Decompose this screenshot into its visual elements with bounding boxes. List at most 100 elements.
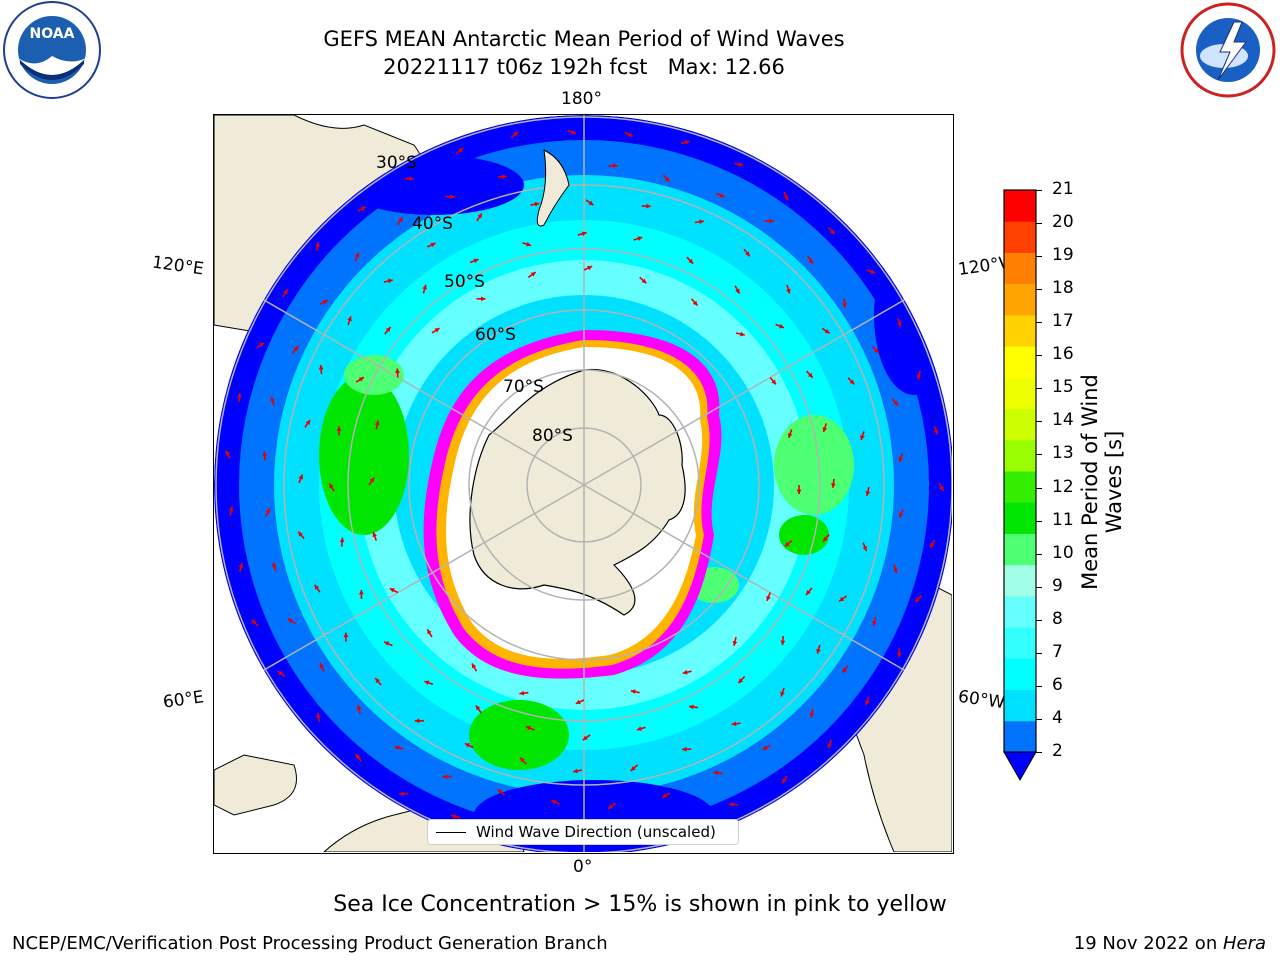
wave-patch-pacific [774, 415, 854, 515]
wave-direction-arrowhead [692, 300, 698, 306]
colorbar-tick [1036, 685, 1042, 687]
wave-direction-arrowhead [358, 377, 364, 382]
colorbar-band [1004, 252, 1036, 285]
wave-direction-arrowhead [808, 258, 813, 264]
wave-direction-arrowhead [450, 194, 455, 200]
colorbar-tick-label: 6 [1052, 674, 1063, 695]
wave-patch-indian-2 [344, 355, 404, 395]
wave-direction-arrowhead [471, 663, 477, 669]
colorbar-tick [1036, 289, 1042, 291]
colorbar-band [1004, 408, 1036, 441]
wave-direction-arrowhead [862, 546, 868, 552]
wave-direction-arrowhead [872, 621, 877, 626]
colorbar-tick-label: 14 [1052, 410, 1074, 431]
wave-direction-arrowhead [842, 667, 848, 673]
wave-direction-arrowhead [228, 506, 234, 512]
antarctica-land [469, 368, 686, 616]
wave-direction-arrowhead [719, 193, 725, 198]
colorbar-svg [1003, 189, 1037, 782]
colorbar-tick-label: 2 [1052, 741, 1063, 761]
colorbar-band [1004, 377, 1036, 410]
wave-direction-arrowhead [780, 691, 785, 697]
wave-direction-arrowhead [513, 131, 519, 137]
chart-title: GEFS MEAN Antarctic Mean Period of Wind … [323, 27, 845, 51]
wave-direction-arrowhead [684, 140, 690, 145]
wave-direction-arrowhead [636, 726, 642, 731]
wave-direction-arrowhead [318, 365, 324, 370]
wave-direction-arrowhead [298, 474, 303, 480]
wave-direction-arrowhead [822, 427, 828, 432]
wave-direction-arrowhead [735, 288, 740, 294]
wave-direction-arrowhead [399, 791, 404, 797]
map-legend: Wind Wave Direction (unscaled) [427, 819, 739, 845]
map-frame: 30°S 40°S 50°S 60°S 70°S 80°S Wind Wave … [213, 114, 954, 854]
wave-direction-arrowhead [385, 327, 391, 332]
wave-direction-arrowhead [356, 704, 362, 710]
wave-direction-arrowhead [473, 258, 479, 264]
colorbar-tick [1036, 619, 1042, 621]
wave-direction-arrowhead [898, 457, 904, 463]
lat-label-60s: 60°S [475, 325, 516, 345]
colorbar-tick [1036, 388, 1042, 390]
colorbar-tick [1036, 718, 1042, 720]
wave-direction-arrowhead [842, 303, 847, 308]
lon-label-0: 0° [573, 857, 593, 877]
wave-direction-arrowhead [915, 597, 921, 603]
machine-name: Hera [1222, 933, 1266, 954]
colorbar-tick [1036, 190, 1042, 191]
wave-direction-arrowhead [395, 368, 400, 374]
wave-direction-arrowhead [251, 619, 257, 625]
wave-direction-arrowhead [689, 704, 694, 710]
wave-direction-arrowhead [778, 323, 784, 329]
wave-direction-arrowhead [430, 242, 436, 248]
lat-label-80s: 80°S [532, 426, 573, 446]
wave-direction-arrowhead [807, 372, 813, 378]
wave-direction-arrowhead [916, 374, 922, 380]
colorbar-tick-label: 8 [1052, 608, 1063, 629]
wave-direction-arrowhead [571, 129, 577, 135]
colorbar-outline [1003, 189, 1037, 753]
wave-direction-arrowhead [933, 429, 939, 435]
wave-patch-pacific-2 [779, 515, 829, 555]
wave-direction-arrowhead [414, 718, 420, 724]
wave-patch-indian [319, 375, 409, 535]
colorbar-band [1004, 595, 1036, 628]
wave-direction-arrowhead [783, 195, 789, 201]
wave-patch-south [469, 700, 569, 770]
colorbar-band [1004, 720, 1036, 753]
wave-direction-arrowhead [831, 483, 836, 488]
wave-direction-arrowhead [769, 218, 774, 224]
wave-direction-arrowhead [573, 768, 578, 774]
date-text: 19 Nov 2022 on [1073, 933, 1223, 954]
wave-direction-arrowhead [849, 379, 855, 385]
wave-direction-arrowhead [637, 236, 643, 241]
wave-direction-arrowhead [787, 432, 793, 438]
new-zealand-land [536, 149, 570, 227]
wave-direction-arrowhead [520, 757, 525, 763]
wave-direction-arrowhead [458, 148, 464, 153]
colorbar-tick-label: 11 [1052, 509, 1074, 530]
lon-label-60e: 60°E [161, 687, 206, 713]
wave-direction-arrowhead [662, 793, 668, 798]
colorbar-tick-label: 18 [1052, 278, 1074, 299]
wave-direction-arrowhead [526, 241, 531, 247]
colorbar-tick-label: 19 [1052, 245, 1074, 266]
noaa-logo-text: NOAA [30, 26, 75, 42]
wave-direction-arrowhead [786, 288, 791, 294]
colorbar-tick [1036, 652, 1042, 654]
date-stamp: 19 Nov 2022 on Hera [1074, 933, 1266, 954]
colorbar-band [1004, 533, 1036, 566]
colorbar-tick-label: 13 [1052, 443, 1074, 464]
wave-direction-arrowhead [627, 132, 633, 137]
wave-direction-arrowhead [930, 542, 935, 548]
wave-direction-arrowhead [641, 278, 647, 284]
wave-direction-arrowhead [259, 342, 265, 348]
wave-direction-arrowhead [497, 789, 503, 794]
wave-direction-arrowhead [360, 206, 366, 212]
wave-direction-arrowhead [277, 671, 283, 676]
noaa-logo-icon: NOAA [3, 1, 101, 99]
wave-direction-arrowhead [530, 272, 536, 277]
wave-direction-arrowhead [771, 379, 776, 385]
wave-direction-arrowhead [354, 252, 360, 258]
colorbar-tick [1036, 586, 1042, 588]
